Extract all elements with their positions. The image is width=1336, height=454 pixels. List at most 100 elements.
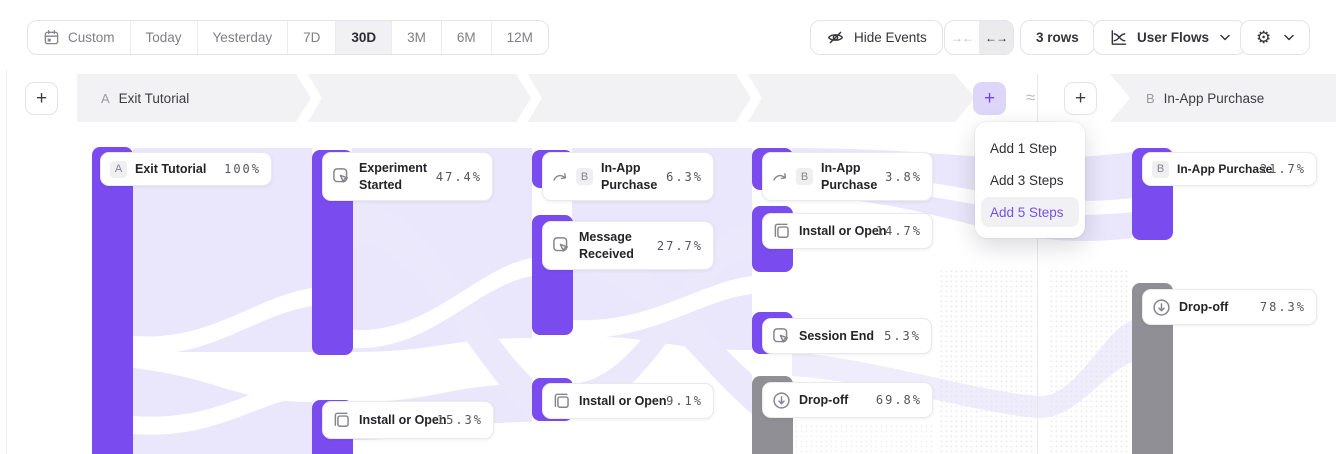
user-flows-icon xyxy=(1111,30,1127,45)
plus-icon: + xyxy=(1074,87,1087,109)
expand-icon: ←→ xyxy=(985,30,1008,45)
node-title: Exit Tutorial xyxy=(135,161,207,176)
date-range-3m[interactable]: 3M xyxy=(392,21,442,54)
event-icon xyxy=(772,327,791,346)
step-badge: B xyxy=(1152,160,1169,178)
node-title: In-App Purchase xyxy=(1177,161,1273,176)
menu-item-label: Add 1 Step xyxy=(990,140,1057,156)
date-range-custom[interactable]: Custom xyxy=(28,21,131,54)
flow-node-drop-off-78[interactable]: Drop-off 78.3% xyxy=(1142,289,1317,325)
date-range-6m[interactable]: 6M xyxy=(442,21,492,54)
node-title: Install or Open xyxy=(579,393,667,408)
flow-section-b-header[interactable]: B In-App Purchase xyxy=(1110,74,1336,122)
collapse-icon: →← xyxy=(951,30,974,45)
node-title: Drop-off xyxy=(1179,299,1229,314)
date-range-30d[interactable]: 30D xyxy=(336,21,393,54)
flow-node-install-or-open-14[interactable]: Install or Open 14.7% xyxy=(762,213,933,249)
collapse-expand-toggle: →← ←→ xyxy=(944,20,1014,55)
date-range-label: 7D xyxy=(303,30,321,45)
chevron-down-icon xyxy=(1220,34,1230,41)
date-range-label: Today xyxy=(145,30,182,45)
calendar-icon xyxy=(44,30,59,45)
add-steps-menu: Add 1 Step Add 3 Steps Add 5 Steps xyxy=(975,122,1085,238)
section-a-badge: A xyxy=(101,90,110,106)
event-icon xyxy=(332,167,351,186)
section-a-label: Exit Tutorial xyxy=(118,90,190,106)
section-b-badge: B xyxy=(1146,90,1155,106)
add-step-start-button[interactable]: + xyxy=(25,82,58,115)
node-title: Experiment Started xyxy=(359,160,428,192)
node-title: Drop-off xyxy=(799,392,849,407)
flow-node-experiment-started[interactable]: Experiment Started 47.4% xyxy=(322,152,493,201)
node-title: Session End xyxy=(799,328,875,343)
flow-node-message-received[interactable]: Message Received 27.7% xyxy=(542,221,714,270)
date-range-label: 6M xyxy=(456,30,476,45)
node-percent: 5.3% xyxy=(884,329,921,343)
flow-section-divider xyxy=(1037,74,1038,454)
node-title: In-App Purchase xyxy=(601,160,658,192)
step-badge: A xyxy=(110,160,127,178)
skip-arrow-icon xyxy=(772,169,788,185)
flow-section-a-header[interactable]: A Exit Tutorial xyxy=(77,74,975,122)
plus-icon: + xyxy=(35,87,48,109)
menu-item-add-1-step[interactable]: Add 1 Step xyxy=(981,133,1079,163)
add-step-middle-button[interactable]: + xyxy=(973,82,1006,115)
date-range-yesterday[interactable]: Yesterday xyxy=(198,21,289,54)
screens-icon xyxy=(332,411,351,430)
date-range-today[interactable]: Today xyxy=(131,21,198,54)
settings-dropdown[interactable]: ⚙ xyxy=(1240,20,1311,55)
date-range-label: Yesterday xyxy=(212,30,273,45)
gear-icon: ⚙ xyxy=(1256,28,1272,47)
rows-button[interactable]: 3 rows xyxy=(1020,20,1095,55)
chart-type-label: User Flows xyxy=(1137,30,1210,45)
date-range-label: 12M xyxy=(506,30,533,45)
flow-node-in-app-purchase-3[interactable]: B In-App Purchase 3.8% xyxy=(762,152,933,201)
date-range-label: 30D xyxy=(351,30,377,45)
node-percent: 27.7% xyxy=(656,238,703,253)
node-title: Install or Open xyxy=(359,412,447,427)
node-percent: 100% xyxy=(224,162,261,176)
chart-type-dropdown[interactable]: User Flows xyxy=(1093,20,1247,55)
node-percent: 6.3% xyxy=(666,169,703,184)
node-percent: 15.3% xyxy=(436,413,483,427)
flow-node-exit-tutorial[interactable]: A Exit Tutorial 100% xyxy=(100,152,272,186)
date-range-7d[interactable]: 7D xyxy=(288,21,337,54)
step-badge: B xyxy=(796,168,813,185)
node-title: In-App Purchase xyxy=(821,160,878,192)
flow-node-in-app-purchase-6[interactable]: B In-App Purchase 6.3% xyxy=(542,152,714,201)
node-percent: 9.1% xyxy=(666,394,703,408)
flow-node-session-end[interactable]: Session End 5.3% xyxy=(762,318,932,354)
drop-off-icon xyxy=(772,391,791,410)
date-range-12m[interactable]: 12M xyxy=(492,21,548,54)
node-percent: 78.3% xyxy=(1259,300,1306,314)
flow-node-install-or-open-9[interactable]: Install or Open 9.1% xyxy=(542,383,714,419)
flow-node-drop-off-69[interactable]: Drop-off 69.8% xyxy=(762,382,933,418)
chevron-down-icon xyxy=(1284,34,1294,41)
toolbar: Custom Today Yesterday 7D 30D 3M 6M 12M … xyxy=(0,0,1336,70)
node-percent: 14.7% xyxy=(875,224,922,238)
plus-icon: + xyxy=(983,87,996,109)
skip-arrow-icon xyxy=(552,169,568,185)
step-badge: B xyxy=(576,168,593,185)
add-step-end-button[interactable]: + xyxy=(1064,82,1097,115)
node-percent: 69.8% xyxy=(875,393,922,407)
section-b-label: In-App Purchase xyxy=(1163,90,1265,106)
menu-item-add-3-steps[interactable]: Add 3 Steps xyxy=(981,165,1079,195)
menu-item-add-5-steps[interactable]: Add 5 Steps xyxy=(981,197,1079,227)
menu-item-label: Add 3 Steps xyxy=(990,172,1064,188)
node-percent: 47.4% xyxy=(435,169,482,184)
collapse-columns-button[interactable]: →← xyxy=(945,21,979,54)
hide-events-label: Hide Events xyxy=(854,30,927,45)
node-title: Message Received xyxy=(579,229,634,261)
flow-node-install-or-open-15[interactable]: Install or Open 15.3% xyxy=(322,401,494,439)
node-percent: 21.7% xyxy=(1259,162,1306,176)
rows-label: 3 rows xyxy=(1036,30,1079,45)
expand-columns-button[interactable]: ←→ xyxy=(979,21,1013,54)
hide-events-button[interactable]: Hide Events xyxy=(810,20,943,55)
panel-left-edge xyxy=(6,70,7,454)
node-bar-exit-tutorial[interactable] xyxy=(92,147,133,454)
date-range-label: 3M xyxy=(407,30,426,45)
menu-item-label: Add 5 Steps xyxy=(990,204,1064,220)
flow-node-in-app-purchase-21[interactable]: B In-App Purchase 21.7% xyxy=(1142,152,1317,186)
